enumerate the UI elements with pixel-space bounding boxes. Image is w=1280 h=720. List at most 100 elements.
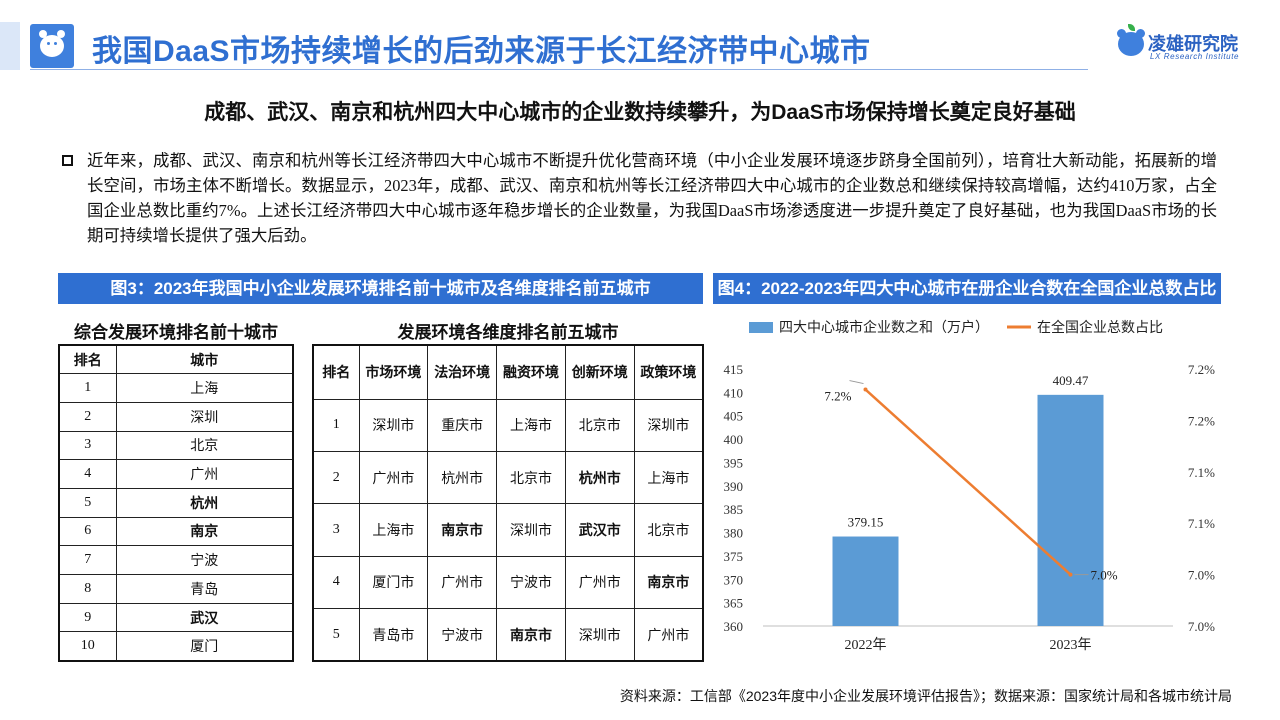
y-tick-label: 415 [724,362,744,377]
rank-cell: 5 [312,608,360,662]
city-cell: 上海 [115,373,294,403]
city-cell: 武汉市 [564,503,635,557]
table2-title: 发展环境各维度排名前五城市 [397,323,619,342]
city-cell: 宁波市 [427,608,498,662]
city-cell: 南京市 [633,555,704,610]
table-row: 5 青岛市 宁波市 南京市 深圳市 广州市 [312,608,704,662]
rank-cell: 10 [58,631,117,662]
city-cell: 宁波 [115,545,294,575]
rank-cell: 3 [312,503,360,557]
rank-cell: 1 [312,398,360,452]
city-cell: 杭州 [115,487,294,518]
header-accent-bar [0,22,20,70]
table-row: 7 宁波 [58,545,294,575]
city-cell: 杭州市 [427,450,498,505]
y-tick-label: 385 [724,502,744,517]
column-header-city: 城市 [115,344,294,375]
leaf-icon [1128,24,1135,31]
rank-cell: 5 [58,487,117,518]
city-cell: 南京市 [496,608,566,662]
x-tick-label: 2022年 [845,637,887,653]
city-cell: 青岛 [115,574,294,604]
city-cell: 杭州市 [564,450,635,505]
rank-cell: 1 [58,373,117,403]
label-leader [849,380,864,385]
column-header-dimension: 融资环境 [496,344,566,400]
rank-cell: 3 [58,430,117,461]
y-tick-label: 370 [724,572,744,587]
bar-data-label: 379.15 [848,515,884,530]
brand-subtitle: LX Research Institute [1150,52,1240,61]
city-cell: 广州市 [564,555,635,610]
column-header-rank: 排名 [58,344,117,375]
y-tick-label: 405 [724,409,744,424]
city-cell: 武汉 [115,602,294,633]
legend-bar-swatch [749,322,773,333]
rank-cell: 2 [58,401,117,432]
rank-cell: 7 [58,545,117,575]
table-row: 3 北京 [58,430,294,461]
city-cell: 深圳市 [564,608,635,662]
table-row: 1 上海 [58,373,294,403]
city-cell: 深圳市 [633,398,704,452]
body-paragraph: 近年来，成都、武汉、南京和杭州等长江经济带四大中心城市不断提升优化营商环境（中小… [87,151,1217,245]
brand-name: 凌雄研究院 [1148,34,1238,54]
city-cell: 宁波市 [496,555,566,610]
column-header-rank: 排名 [312,344,360,400]
city-cell: 上海市 [358,503,429,557]
table-row: 6 南京 [58,516,294,547]
city-cell: 厦门市 [358,555,429,610]
figure3-banner: 图3：2023年我国中小企业发展环境排名前十城市及各维度排名前五城市 [58,273,703,304]
bar [1037,394,1104,626]
y-tick-label: 390 [724,479,744,494]
city-cell: 北京 [115,430,294,461]
column-header-dimension: 创新环境 [564,344,635,400]
column-header-dimension: 法治环境 [427,344,498,400]
line-series [864,388,1072,576]
enterprise-count-chart: 四大中心城市企业数之和（万户） 在全国企业总数占比 360 365 370 375 380 3… [724,319,1216,653]
y-tick-label: 365 [724,596,744,611]
city-cell: 上海市 [496,398,566,452]
y-tick-label: 380 [724,526,744,541]
rank-cell: 4 [58,459,117,489]
y-tick-label: 375 [724,549,744,564]
rank-cell: 8 [58,574,117,604]
city-cell: 深圳市 [496,503,566,557]
brand-logo: 凌雄研究院 LX Research Institute [1116,24,1256,66]
city-cell: 青岛市 [358,608,429,662]
line-data-label: 7.2% [824,389,851,404]
rank-cell: 4 [312,555,360,610]
city-cell: 广州市 [633,608,704,662]
bar [832,536,899,626]
y-tick-label: 410 [724,385,744,400]
city-cell: 广州 [115,459,294,489]
city-cell: 北京市 [633,503,704,557]
rank-cell: 9 [58,602,117,633]
table-row: 9 武汉 [58,602,294,633]
bullet-square-icon [62,155,73,166]
column-header-dimension: 政策环境 [633,344,704,400]
y2-tick-label: 7.2% [1188,362,1215,377]
dimension-ranking-table: 排名 市场环境 法治环境 融资环境 创新环境 政策环境 1 深圳市 重庆市 上海市 北京市 深圳市 2… [312,344,704,662]
overall-ranking-table: 排名 城市 1 上海 2 深圳 3 北京 4 广州 5 杭州 6 南京 7 宁波 8 青岛 9 武汉 10 厦门 [58,344,294,662]
y-tick-label: 395 [724,455,744,470]
city-cell: 南京市 [427,503,498,557]
city-cell: 厦门 [115,631,294,662]
line-point [1068,572,1073,577]
line-data-label: 7.0% [1091,568,1118,583]
table-row: 4 厦门市 广州市 宁波市 广州市 南京市 [312,555,704,610]
legend-label: 在全国企业总数占比 [1037,319,1163,335]
city-cell: 南京 [115,516,294,547]
rank-cell: 2 [312,450,360,505]
city-cell: 上海市 [633,450,704,505]
y2-tick-label: 7.1% [1188,465,1215,480]
table-row: 4 广州 [58,459,294,489]
x-tick-label: 2023年 [1050,637,1092,653]
table-row: 2 广州市 杭州市 北京市 杭州市 上海市 [312,450,704,505]
bear-icon [1117,29,1145,56]
table-row: 8 青岛 [58,574,294,604]
city-cell: 广州市 [427,555,498,610]
line-point [863,387,868,392]
figure4-banner: 图4：2022-2023年四大中心城市在册企业合数在全国企业总数占比 [713,273,1221,304]
table-row: 1 深圳市 重庆市 上海市 北京市 深圳市 [312,398,704,452]
